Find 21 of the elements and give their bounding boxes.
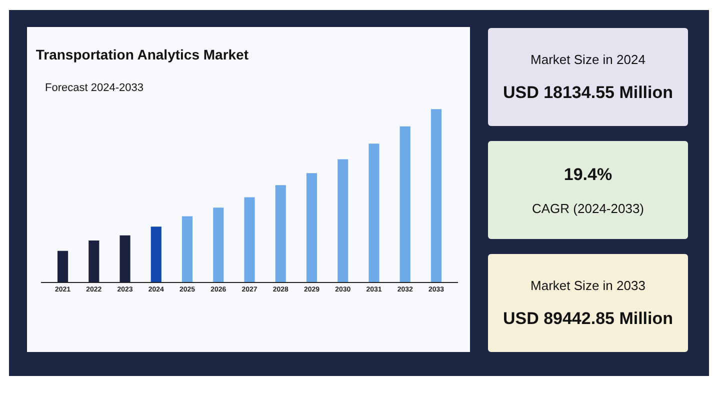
bar bbox=[368, 144, 380, 282]
bar bbox=[430, 109, 442, 282]
text: Market Size in 2024 bbox=[530, 52, 646, 66]
bar bbox=[150, 226, 162, 282]
bar bbox=[120, 235, 130, 282]
text: USD 89442.85 Million bbox=[502, 308, 674, 328]
text: Market Size in 2033 bbox=[530, 278, 646, 292]
bar bbox=[400, 126, 410, 282]
bar bbox=[306, 173, 318, 282]
bar bbox=[182, 216, 193, 282]
bar bbox=[338, 159, 348, 282]
text: USD 18134.55 Million bbox=[502, 82, 674, 102]
chart-subtitle: Forecast 2024-2033 bbox=[45, 82, 144, 94]
text: 19.4% bbox=[564, 164, 612, 184]
bar bbox=[244, 197, 255, 282]
bar bbox=[275, 185, 286, 282]
bar bbox=[57, 250, 68, 282]
text: CAGR (2024-2033) bbox=[532, 200, 644, 216]
bar bbox=[88, 240, 100, 282]
bar bbox=[213, 208, 224, 282]
chart-title: Transportation Analytics Market bbox=[36, 46, 249, 63]
